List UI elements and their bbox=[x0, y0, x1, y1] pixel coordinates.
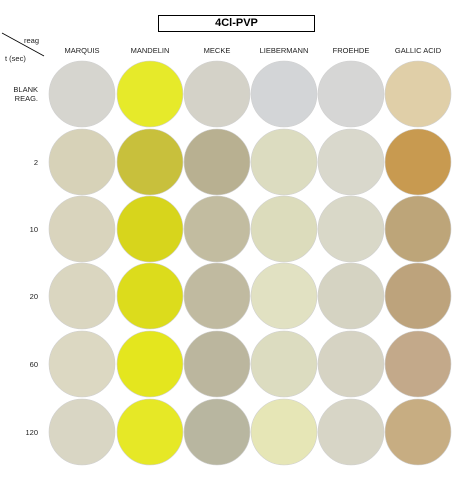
well bbox=[384, 330, 452, 398]
well bbox=[317, 330, 385, 398]
well bbox=[48, 330, 116, 398]
well bbox=[48, 60, 116, 128]
row-label: 60 bbox=[29, 359, 38, 369]
well bbox=[183, 330, 251, 398]
well bbox=[48, 398, 116, 466]
well bbox=[183, 262, 251, 330]
well bbox=[317, 262, 385, 330]
well bbox=[183, 128, 251, 196]
time-label: t (sec) bbox=[5, 54, 26, 63]
corner-diagonal bbox=[1, 32, 45, 57]
well bbox=[116, 60, 184, 128]
column-header: MARQUIS bbox=[64, 46, 100, 55]
row-label: 10 bbox=[29, 224, 38, 234]
row-label: BLANK REAG. bbox=[13, 85, 38, 103]
well bbox=[116, 330, 184, 398]
well bbox=[250, 128, 318, 196]
well bbox=[317, 195, 385, 263]
row-label: 2 bbox=[33, 157, 38, 167]
well bbox=[183, 60, 251, 128]
reagent-label: reag bbox=[24, 36, 40, 45]
well bbox=[250, 262, 318, 330]
well bbox=[384, 128, 452, 196]
well bbox=[317, 398, 385, 466]
well bbox=[183, 398, 251, 466]
column-header: MECKE bbox=[203, 46, 231, 55]
title: 4Cl-PVP bbox=[158, 15, 315, 32]
well bbox=[116, 262, 184, 330]
well bbox=[317, 128, 385, 196]
well bbox=[116, 128, 184, 196]
well bbox=[384, 60, 452, 128]
well bbox=[48, 195, 116, 263]
well bbox=[116, 398, 184, 466]
row-label: 120 bbox=[25, 427, 38, 437]
well bbox=[48, 128, 116, 196]
well bbox=[250, 330, 318, 398]
well bbox=[116, 195, 184, 263]
column-header: GALLIC ACID bbox=[394, 46, 442, 55]
column-header: MANDELIN bbox=[130, 46, 170, 55]
well bbox=[384, 398, 452, 466]
well bbox=[384, 262, 452, 330]
well bbox=[183, 195, 251, 263]
well bbox=[317, 60, 385, 128]
well bbox=[250, 60, 318, 128]
well bbox=[48, 262, 116, 330]
well bbox=[384, 195, 452, 263]
well bbox=[250, 195, 318, 263]
column-header: FROEHDE bbox=[332, 46, 370, 55]
column-header: LIEBERMANN bbox=[259, 46, 309, 55]
well bbox=[250, 398, 318, 466]
row-label: 20 bbox=[29, 291, 38, 301]
